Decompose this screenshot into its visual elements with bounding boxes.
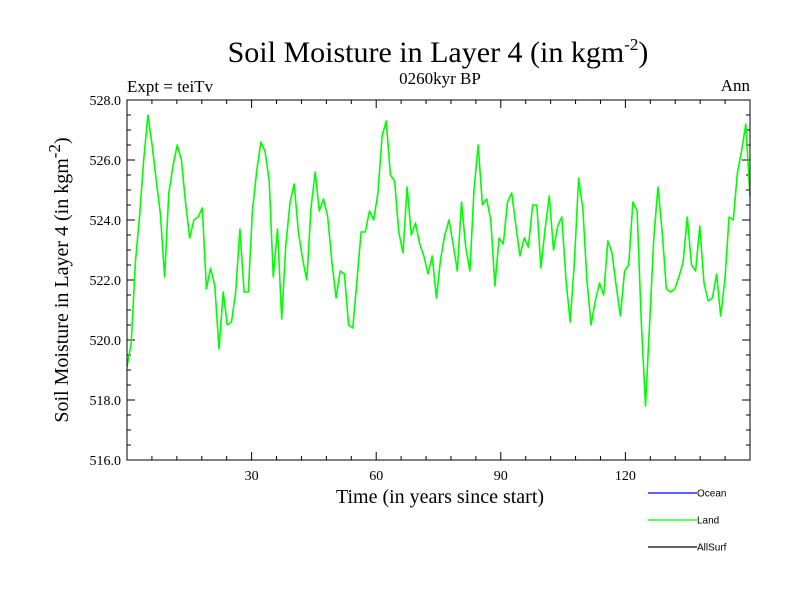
chart-subtitle: 0260kyr BP (399, 69, 481, 88)
x-tick-label: 90 (494, 469, 508, 484)
y-axis-label-superscript: -2 (45, 144, 64, 158)
x-tick-label: 60 (369, 469, 383, 484)
x-axis-label: Time (in years since start) (336, 486, 544, 508)
plot-frame (126, 99, 751, 461)
legend-label-land: Land (697, 516, 719, 527)
y-tick-label: 524.0 (90, 214, 122, 229)
y-axis-label: Soil Moisture in Layer 4 (in kgm-2) (45, 137, 73, 422)
chart-title: Soil Moisture in Layer 4 (in kgm-2) (228, 35, 649, 69)
y-tick-label: 518.0 (90, 394, 122, 409)
experiment-label: Expt = teiTv (127, 77, 214, 96)
series-line-land (126, 114, 751, 407)
chart-title-superscript: -2 (624, 35, 638, 54)
season-label: Ann (721, 76, 751, 95)
y-tick-label: 526.0 (90, 154, 122, 169)
y-tick-label: 520.0 (90, 334, 122, 349)
legend-label-allsurf: AllSurf (697, 543, 727, 554)
y-tick-label: 528.0 (90, 94, 122, 109)
legend-label-ocean: Ocean (697, 489, 726, 500)
x-tick-label: 30 (245, 469, 259, 484)
y-tick-label: 522.0 (90, 274, 122, 289)
y-tick-label: 516.0 (90, 454, 122, 469)
chart-title-close: ) (638, 36, 648, 69)
legend: Ocean Land AllSurf (648, 489, 727, 554)
y-axis-label-close: ) (51, 137, 73, 144)
x-tick-label: 120 (615, 469, 636, 484)
